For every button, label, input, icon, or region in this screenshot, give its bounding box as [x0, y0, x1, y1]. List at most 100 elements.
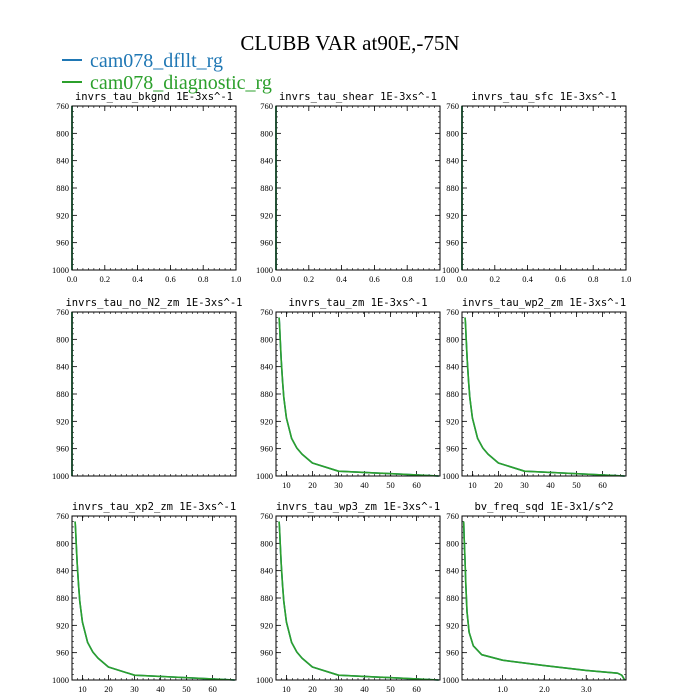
x-tick-label: 10: [78, 684, 87, 694]
y-tick-label: 760: [56, 511, 69, 521]
x-tick-label: 0.6: [369, 274, 380, 284]
x-tick-label: 0.0: [457, 274, 468, 284]
y-tick-label: 1000: [256, 675, 273, 685]
y-tick-label: 960: [260, 238, 273, 248]
y-tick-label: 960: [446, 444, 459, 454]
x-tick-label: 10: [282, 684, 291, 694]
y-tick-label: 760: [446, 101, 459, 111]
plot-frame: [275, 311, 441, 477]
x-tick-label: 0.8: [588, 274, 599, 284]
plot-frame: [71, 311, 237, 477]
x-tick-label: 30: [334, 480, 343, 490]
x-tick-label: 1.0: [621, 274, 632, 284]
x-tick-label: 10: [468, 480, 477, 490]
x-tick-label: 0.2: [99, 274, 110, 284]
series-line-dflt: [74, 521, 235, 681]
y-tick-label: 760: [260, 511, 273, 521]
y-tick-label: 960: [56, 444, 69, 454]
x-tick-label: 20: [308, 684, 317, 694]
y-tick-label: 920: [446, 210, 459, 220]
series-line-diagnostic: [74, 521, 235, 681]
y-tick-label: 840: [260, 566, 273, 576]
panel-title: bv_freq_sqd 1E-3x1/s^2: [474, 501, 613, 513]
panel-title: invrs_tau_shear 1E-3xs^-1: [279, 91, 437, 103]
y-tick-label: 960: [260, 444, 273, 454]
y-tick-label: 880: [56, 389, 69, 399]
x-tick-label: 30: [520, 480, 529, 490]
panel-title: invrs_tau_sfc 1E-3xs^-1: [471, 91, 616, 103]
y-tick-label: 960: [260, 648, 273, 658]
x-tick-label: 40: [360, 480, 369, 490]
y-tick-label: 880: [56, 593, 69, 603]
y-tick-label: 1000: [442, 471, 459, 481]
y-tick-label: 800: [260, 538, 273, 548]
series-line-diagnostic: [462, 521, 626, 681]
y-tick-label: 960: [446, 648, 459, 658]
y-tick-label: 1000: [442, 265, 459, 275]
y-tick-label: 1000: [52, 471, 69, 481]
x-tick-label: 50: [386, 480, 395, 490]
y-tick-label: 920: [260, 210, 273, 220]
y-tick-label: 840: [446, 566, 459, 576]
legend: cam078_dfllt_rg cam078_diagnostic_rg: [62, 50, 272, 94]
figure-title: CLUBB VAR at90E,-75N: [240, 31, 459, 55]
panel-3: invrs_tau_sfc 1E-3xs^-1 760 800 840 880 920 96…: [442, 91, 631, 284]
y-tick-label: 920: [56, 210, 69, 220]
x-tick-label: 60: [598, 480, 607, 490]
y-tick-label: 760: [56, 307, 69, 317]
x-tick-label: 10: [282, 480, 291, 490]
y-tick-label: 880: [260, 183, 273, 193]
series-line-diagnostic: [464, 317, 625, 477]
legend-label-dflt: cam078_dfllt_rg: [90, 50, 223, 72]
y-tick-label: 920: [260, 620, 273, 630]
x-tick-label: 0.0: [271, 274, 282, 284]
y-tick-label: 800: [260, 334, 273, 344]
y-tick-label: 960: [446, 238, 459, 248]
y-tick-label: 880: [260, 593, 273, 603]
y-tick-label: 840: [56, 362, 69, 372]
y-tick-label: 760: [260, 101, 273, 111]
x-tick-label: 2.0: [539, 684, 550, 694]
x-tick-label: 1.0: [231, 274, 242, 284]
x-tick-label: 50: [572, 480, 581, 490]
plot-frame: [461, 311, 627, 477]
y-tick-label: 880: [446, 183, 459, 193]
x-tick-label: 0.4: [132, 274, 143, 284]
x-tick-label: 0.6: [555, 274, 566, 284]
x-tick-label: 20: [494, 480, 503, 490]
y-tick-label: 800: [446, 538, 459, 548]
y-tick-label: 760: [260, 307, 273, 317]
y-tick-label: 760: [446, 307, 459, 317]
y-tick-label: 880: [260, 389, 273, 399]
panel-5: invrs_tau_zm 1E-3xs^-1 760 800 840 880 920 960…: [256, 297, 441, 490]
y-tick-label: 800: [56, 128, 69, 138]
legend-label-diagnostic: cam078_diagnostic_rg: [90, 72, 272, 94]
y-tick-label: 920: [56, 416, 69, 426]
y-tick-label: 760: [446, 511, 459, 521]
y-tick-label: 840: [446, 156, 459, 166]
panel-title: invrs_tau_zm 1E-3xs^-1: [288, 297, 427, 309]
y-tick-label: 800: [56, 538, 69, 548]
x-tick-label: 20: [104, 684, 113, 694]
x-tick-label: 60: [208, 684, 217, 694]
plot-frame: [275, 515, 441, 681]
series-line-diagnostic: [278, 317, 439, 477]
x-tick-label: 40: [360, 684, 369, 694]
x-tick-label: 0.2: [489, 274, 500, 284]
x-tick-label: 50: [386, 684, 395, 694]
y-tick-label: 920: [446, 620, 459, 630]
x-tick-label: 60: [412, 684, 421, 694]
series-line-dflt: [278, 317, 439, 477]
series-line-dflt: [278, 521, 439, 681]
y-tick-label: 880: [56, 183, 69, 193]
x-tick-label: 30: [130, 684, 139, 694]
panel-9: bv_freq_sqd 1E-3x1/s^2 760 800 840 880 920 960…: [442, 501, 627, 694]
plot-frame: [275, 105, 441, 271]
plot-frame: [71, 105, 237, 271]
y-tick-label: 1000: [52, 675, 69, 685]
y-tick-label: 840: [446, 362, 459, 372]
y-tick-label: 840: [56, 566, 69, 576]
